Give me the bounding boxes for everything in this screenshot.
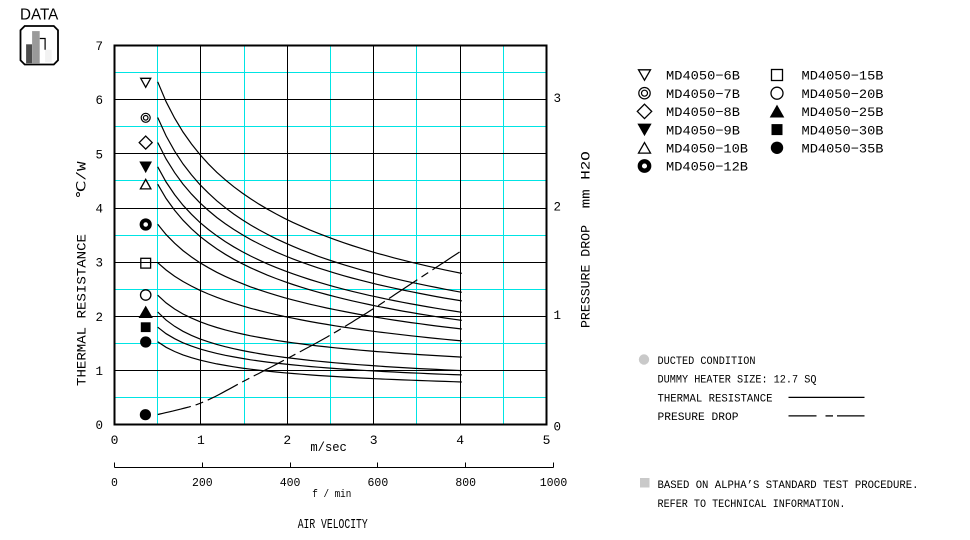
svg-text:1: 1 — [554, 309, 562, 323]
svg-text:5: 5 — [95, 148, 103, 162]
svg-text:7: 7 — [95, 40, 103, 54]
svg-text:m/sec: m/sec — [310, 441, 347, 455]
svg-text:0: 0 — [554, 421, 562, 435]
svg-text:200: 200 — [192, 477, 213, 490]
svg-text:1: 1 — [197, 433, 205, 448]
svg-text:MD4050−20B: MD4050−20B — [802, 87, 884, 102]
svg-text:0: 0 — [111, 433, 119, 448]
svg-text:5: 5 — [543, 433, 551, 448]
svg-text:MD4050−9B: MD4050−9B — [666, 123, 740, 138]
svg-text:MD4050−8B: MD4050−8B — [666, 105, 740, 120]
svg-text:THERMAL RESISTANCE: THERMAL RESISTANCE — [658, 394, 773, 406]
svg-text:MD4050−35B: MD4050−35B — [802, 142, 884, 157]
svg-text:2: 2 — [554, 201, 562, 215]
svg-text:2: 2 — [95, 311, 103, 325]
svg-text:400: 400 — [280, 477, 301, 490]
svg-text:MD4050−12B: MD4050−12B — [666, 160, 748, 175]
svg-text:4: 4 — [95, 203, 103, 217]
svg-text:MD4050−30B: MD4050−30B — [802, 123, 884, 138]
svg-text:mm H2O: mm H2O — [579, 151, 594, 208]
svg-text:THERMAL RESISTANCE: THERMAL RESISTANCE — [75, 234, 90, 386]
svg-text:DUCTED CONDITION: DUCTED CONDITION — [658, 356, 756, 368]
svg-text:DUMMY HEATER SIZE: 12.7 SQ: DUMMY HEATER SIZE: 12.7 SQ — [658, 374, 817, 386]
svg-text:3: 3 — [95, 257, 103, 271]
svg-text:℃/W: ℃/W — [75, 161, 90, 198]
svg-text:BASED ON ALPHA’S STANDARD TEST: BASED ON ALPHA’S STANDARD TEST PROCEDURE… — [658, 480, 919, 492]
svg-text:1: 1 — [95, 365, 103, 379]
svg-text:6: 6 — [95, 94, 103, 108]
svg-text:MD4050−6B: MD4050−6B — [666, 69, 740, 84]
svg-text:f / min: f / min — [312, 489, 351, 501]
svg-text:MD4050−15B: MD4050−15B — [802, 69, 884, 84]
svg-text:1000: 1000 — [540, 477, 568, 490]
svg-text:REFER TO TECHNICAL INFORMATION: REFER TO TECHNICAL INFORMATION. — [658, 499, 846, 511]
svg-text:3: 3 — [370, 433, 378, 448]
svg-text:0: 0 — [111, 477, 118, 490]
svg-text:600: 600 — [368, 477, 389, 490]
svg-text:2: 2 — [283, 433, 291, 448]
svg-text:4: 4 — [456, 433, 464, 448]
svg-text:PRESSURE DROP: PRESSURE DROP — [579, 225, 594, 328]
svg-text:DATA: DATA — [20, 7, 59, 24]
svg-text:MD4050−7B: MD4050−7B — [666, 87, 740, 102]
svg-text:3: 3 — [554, 92, 562, 106]
svg-text:AIR VELOCITY: AIR VELOCITY — [298, 518, 368, 533]
svg-text:0: 0 — [95, 419, 103, 433]
svg-text:MD4050−25B: MD4050−25B — [802, 105, 884, 120]
svg-text:MD4050−10B: MD4050−10B — [666, 142, 748, 157]
svg-text:800: 800 — [455, 477, 476, 490]
svg-text:PRESURE DROP: PRESURE DROP — [658, 412, 739, 424]
